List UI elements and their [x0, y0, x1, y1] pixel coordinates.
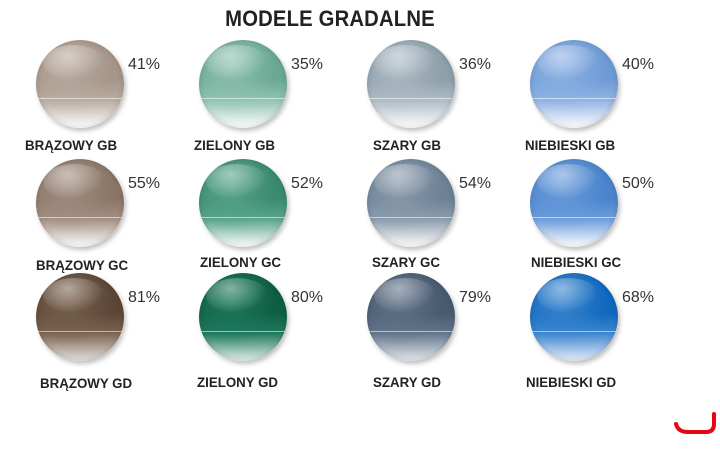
lens-percent: 50% [622, 175, 655, 192]
lens-swatch [530, 273, 618, 361]
lens-percent: 35% [291, 56, 324, 73]
lens-card-zielony-gb: 35% [199, 40, 359, 170]
lens-card-brazowy-gd: 81% [36, 273, 196, 403]
lens-percent: 41% [128, 56, 161, 73]
brand-logo-mark [674, 412, 716, 434]
lens-percent: 79% [459, 289, 492, 306]
lens-percent: 68% [622, 289, 655, 306]
lens-name: NIEBIESKI GC [531, 254, 622, 270]
lens-card-zielony-gd: 80% [199, 273, 359, 403]
lens-swatch [36, 159, 124, 247]
page-title: MODELE GRADALNE [225, 6, 435, 31]
lens-name: ZIELONY GC [200, 254, 282, 270]
lens-name: SZARY GB [373, 137, 441, 153]
lens-card-szary-gc: 54% [367, 159, 527, 289]
lens-percent: 40% [622, 56, 655, 73]
lens-percent: 55% [128, 175, 161, 192]
lens-percent: 36% [459, 56, 492, 73]
lens-swatch [199, 40, 287, 128]
lens-swatch [36, 40, 124, 128]
logo-stroke [674, 412, 716, 434]
lens-card-brazowy-gb: 41% [36, 40, 196, 170]
lens-name: BRĄZOWY GC [36, 257, 129, 273]
lens-name: NIEBIESKI GB [525, 137, 616, 153]
lens-swatch [199, 159, 287, 247]
lens-swatch [530, 40, 618, 128]
lens-percent: 80% [291, 289, 324, 306]
lens-card-brazowy-gc: 55% [36, 159, 196, 289]
lens-name: BRĄZOWY GD [40, 375, 133, 391]
lens-card-szary-gd: 79% [367, 273, 527, 403]
lens-card-szary-gb: 36% [367, 40, 527, 170]
lens-name: ZIELONY GD [197, 374, 279, 390]
lens-swatch [199, 273, 287, 361]
lens-name: BRĄZOWY GB [25, 137, 118, 153]
lens-swatch [367, 159, 455, 247]
lens-name: SZARY GC [372, 254, 440, 270]
lens-name: SZARY GD [373, 374, 441, 390]
lens-name: NIEBIESKI GD [526, 374, 617, 390]
lens-percent: 52% [291, 175, 324, 192]
lens-card-niebieski-gd: 68% [530, 273, 690, 403]
lens-name: ZIELONY GB [194, 137, 276, 153]
lens-card-zielony-gc: 52% [199, 159, 359, 289]
lens-card-niebieski-gc: 50% [530, 159, 690, 289]
lens-percent: 81% [128, 289, 161, 306]
lens-swatch [530, 159, 618, 247]
lens-swatch [367, 273, 455, 361]
lens-card-niebieski-gb: 40% [530, 40, 690, 170]
lens-swatch [36, 273, 124, 361]
lens-percent: 54% [459, 175, 492, 192]
lens-swatch [367, 40, 455, 128]
